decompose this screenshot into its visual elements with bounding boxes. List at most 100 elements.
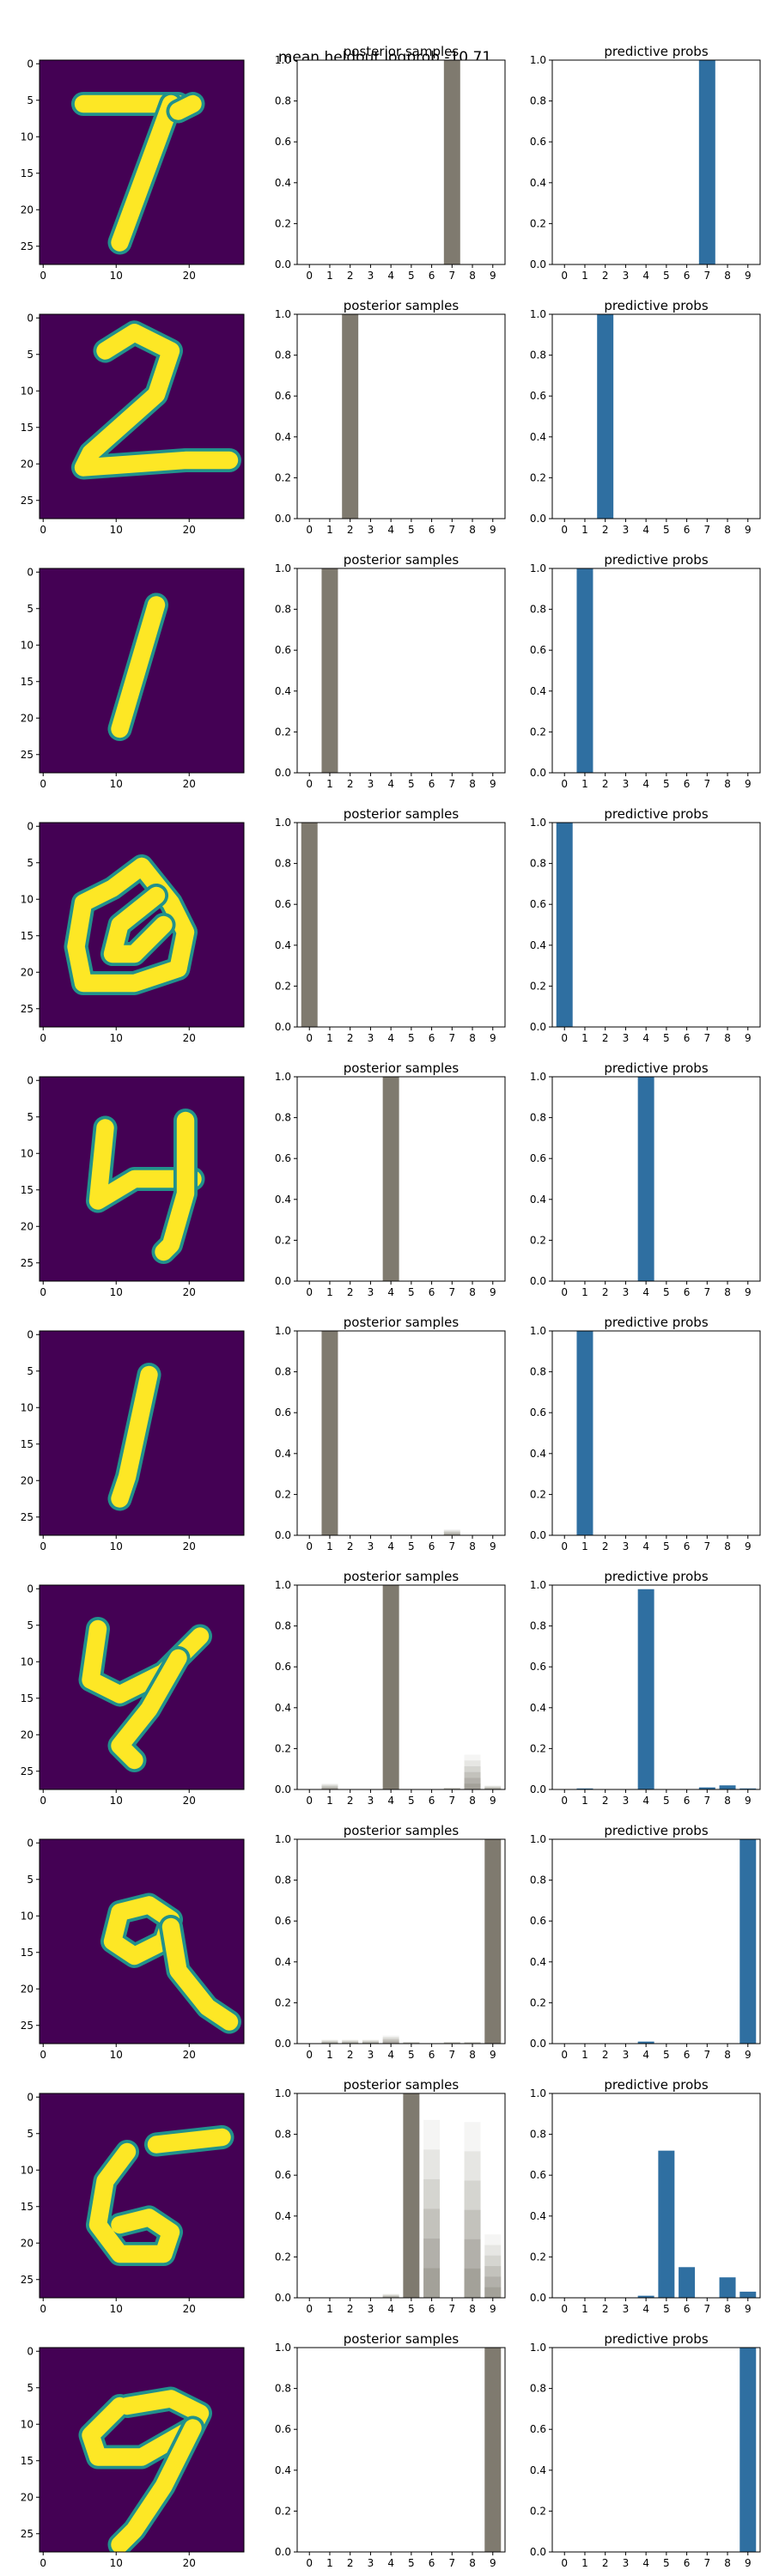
plot-frame: [296, 313, 506, 519]
plot-frame: [296, 1838, 506, 2044]
plot-frame: [296, 568, 506, 774]
posterior-bar-sample: [443, 1533, 460, 1535]
image-y-tick-label: 10: [21, 1656, 33, 1668]
x-tick-label: 7: [448, 2557, 455, 2569]
y-tick-label: 0.6: [530, 644, 546, 656]
predictive-bar: [740, 1839, 757, 2044]
x-tick-label: 0: [561, 1540, 568, 1552]
y-tick-label: 0.2: [530, 217, 546, 229]
x-tick-label: 3: [623, 2303, 630, 2315]
x-tick-label: 0: [306, 778, 313, 790]
posterior-bar-sample: [484, 2255, 502, 2298]
digit-stroke: [74, 324, 239, 477]
x-tick-label: 6: [684, 1540, 691, 1552]
image-x-tick-label: 10: [110, 778, 123, 790]
x-tick-label: 8: [469, 1032, 476, 1044]
predictive-bar: [637, 1589, 654, 1789]
x-tick-label: 8: [469, 778, 476, 790]
image-y-tick-label: 20: [21, 1728, 33, 1741]
posterior-title: posterior samples: [344, 1060, 460, 1076]
x-tick-label: 6: [684, 1286, 691, 1298]
image-frame: [39, 568, 245, 774]
y-tick-label: 0.6: [275, 136, 291, 148]
plot-area: [297, 1077, 505, 1281]
posterior-bar-sample: [321, 2042, 338, 2044]
x-tick-label: 4: [387, 2303, 394, 2315]
x-tick-label: 8: [724, 778, 731, 790]
y-tick-label: 0.0: [275, 1021, 291, 1033]
x-tick-label: 5: [663, 778, 670, 790]
predictive-title: predictive probs: [604, 1823, 709, 1838]
image-y-tick-label: 20: [21, 204, 33, 216]
posterior-bar-sample: [464, 1766, 481, 1789]
x-tick-label: 1: [581, 1032, 588, 1044]
image-x-tick-label: 10: [110, 1286, 123, 1298]
x-tick-label: 8: [724, 2557, 731, 2569]
x-tick-label: 4: [642, 1286, 649, 1298]
predictive-bar: [698, 1787, 715, 1789]
image-x-tick-label: 10: [110, 2049, 123, 2061]
x-tick-label: 3: [368, 2303, 374, 2315]
y-tick-label: 0.4: [530, 1956, 546, 1968]
posterior-bar-sample: [321, 2040, 338, 2044]
posterior-bar-sample: [342, 2041, 359, 2044]
y-tick-label: 0.8: [275, 604, 291, 616]
y-tick-label: 0.6: [530, 1915, 546, 1927]
image-y-tick-label: 20: [21, 2237, 33, 2249]
y-tick-label: 0.4: [275, 1956, 291, 1968]
posterior-bar-sample: [321, 1784, 338, 1789]
x-tick-label: 8: [724, 1032, 731, 1044]
posterior-bar-sample: [464, 1754, 481, 1789]
posterior-bar-sample: [484, 1787, 502, 1789]
posterior-bar-sample: [464, 2122, 481, 2298]
posterior-bar-sample: [362, 2041, 379, 2044]
posterior-bar: [484, 2348, 502, 2552]
posterior-bar-sample: [342, 2040, 359, 2044]
posterior-bar-sample: [484, 2276, 502, 2298]
image-y-tick-label: 15: [21, 1692, 33, 1704]
posterior-bar-sample: [403, 2042, 420, 2044]
x-tick-label: 8: [724, 524, 731, 536]
image-y-tick-label: 0: [27, 1328, 33, 1340]
y-tick-label: 0.0: [275, 1783, 291, 1795]
y-tick-label: 0.2: [275, 2251, 291, 2263]
x-tick-label: 1: [581, 1286, 588, 1298]
x-tick-label: 5: [663, 1540, 670, 1552]
x-tick-label: 2: [602, 1032, 609, 1044]
y-tick-label: 1.0: [275, 2342, 291, 2354]
predictive-bar: [719, 2277, 736, 2298]
image-y-tick-label: 15: [21, 930, 33, 942]
x-tick-label: 9: [490, 270, 496, 282]
x-tick-label: 7: [448, 270, 455, 282]
x-tick-label: 2: [347, 1540, 354, 1552]
x-tick-label: 9: [490, 1032, 496, 1044]
x-tick-label: 0: [561, 2557, 568, 2569]
x-tick-label: 1: [326, 1540, 333, 1552]
predictive-title: predictive probs: [604, 806, 709, 822]
x-tick-label: 5: [408, 2303, 415, 2315]
x-tick-label: 6: [429, 1795, 435, 1807]
posterior-bar: [301, 823, 318, 1027]
x-tick-label: 1: [326, 1795, 333, 1807]
x-tick-label: 1: [326, 2303, 333, 2315]
image-y-tick-label: 15: [21, 167, 33, 179]
y-tick-label: 0.2: [530, 2251, 546, 2263]
y-tick-label: 0.8: [530, 95, 546, 107]
posterior-bar-sample: [321, 1786, 338, 1789]
image-x-tick-label: 10: [110, 524, 123, 536]
image-y-tick-label: 20: [21, 1474, 33, 1486]
y-tick-label: 1.0: [275, 1833, 291, 1845]
plot-frame: [296, 59, 506, 265]
posterior-bar-sample: [443, 2042, 460, 2044]
y-tick-label: 0.6: [275, 1152, 291, 1164]
x-tick-label: 6: [684, 2557, 691, 2569]
x-tick-label: 4: [387, 2557, 394, 2569]
y-tick-label: 1.0: [275, 2087, 291, 2099]
y-tick-label: 0.2: [530, 980, 546, 992]
x-tick-label: 2: [602, 1286, 609, 1298]
y-tick-label: 0.4: [530, 177, 546, 189]
posterior-bar-sample: [443, 2041, 460, 2044]
predictive-title: predictive probs: [604, 1315, 709, 1330]
